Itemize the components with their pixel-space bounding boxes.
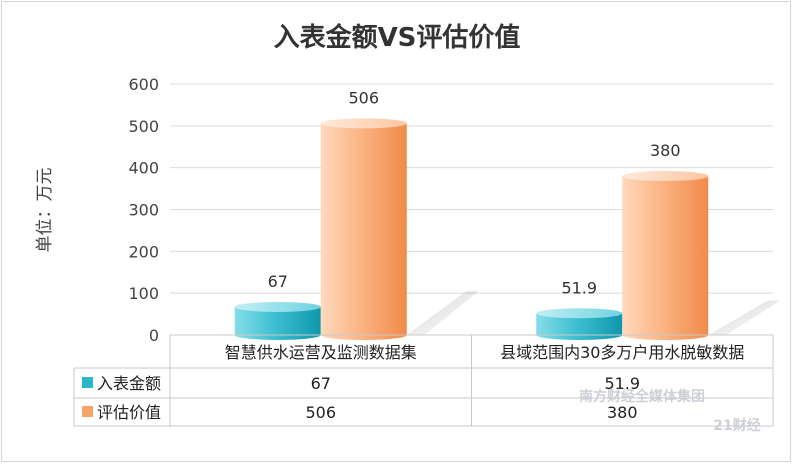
watermark-logo: 南方财经全媒体集团 21财经 <box>579 388 761 434</box>
category-label: 县域范围内30多万户用水脱敏数据 <box>500 343 744 362</box>
y-tick-label: 100 <box>128 284 159 303</box>
category-label: 智慧供水运营及监测数据集 <box>225 343 417 362</box>
watermark-text-2: 21财经 <box>713 417 760 434</box>
legend-label: 评估价值 <box>97 403 161 422</box>
bar-body <box>320 123 407 335</box>
legend-label: 入表金额 <box>97 374 161 393</box>
y-tick-label: 500 <box>128 117 159 136</box>
y-axis-label: 单位：万元 <box>35 168 55 253</box>
bar-cap <box>622 171 709 182</box>
y-axis-ticks: 0 100 200 300 400 500 600 <box>128 75 159 345</box>
bar-body <box>622 176 709 335</box>
legend-swatch <box>82 377 93 388</box>
bar-cap <box>320 118 407 129</box>
legend-swatch <box>82 406 93 417</box>
bar <box>320 118 407 340</box>
data-label: 506 <box>348 88 379 107</box>
table-cell: 380 <box>607 403 638 422</box>
bar-cap <box>234 301 321 312</box>
bars <box>234 118 709 340</box>
y-tick-label: 0 <box>149 326 159 345</box>
bar <box>234 301 321 340</box>
bar-body <box>536 313 623 335</box>
data-label: 51.9 <box>561 278 597 297</box>
y-tick-label: 400 <box>128 159 159 178</box>
table-cell: 67 <box>311 374 331 393</box>
data-label: 67 <box>268 272 288 291</box>
y-tick-label: 600 <box>128 75 159 94</box>
watermark-text-1: 南方财经全媒体集团 <box>579 388 705 405</box>
bar-cap <box>536 308 623 319</box>
table-cell: 506 <box>305 403 336 422</box>
table-cell: 51.9 <box>604 374 640 393</box>
bar-shadow <box>406 290 479 335</box>
bar <box>622 171 709 340</box>
data-label: 380 <box>650 141 681 160</box>
data-labels: 67 506 51.9 380 <box>268 88 681 297</box>
y-tick-label: 300 <box>128 201 159 220</box>
y-tick-label: 200 <box>128 242 159 261</box>
chart-title: 入表金额VS评估价值 <box>274 22 521 53</box>
bar-shadow <box>708 300 781 335</box>
